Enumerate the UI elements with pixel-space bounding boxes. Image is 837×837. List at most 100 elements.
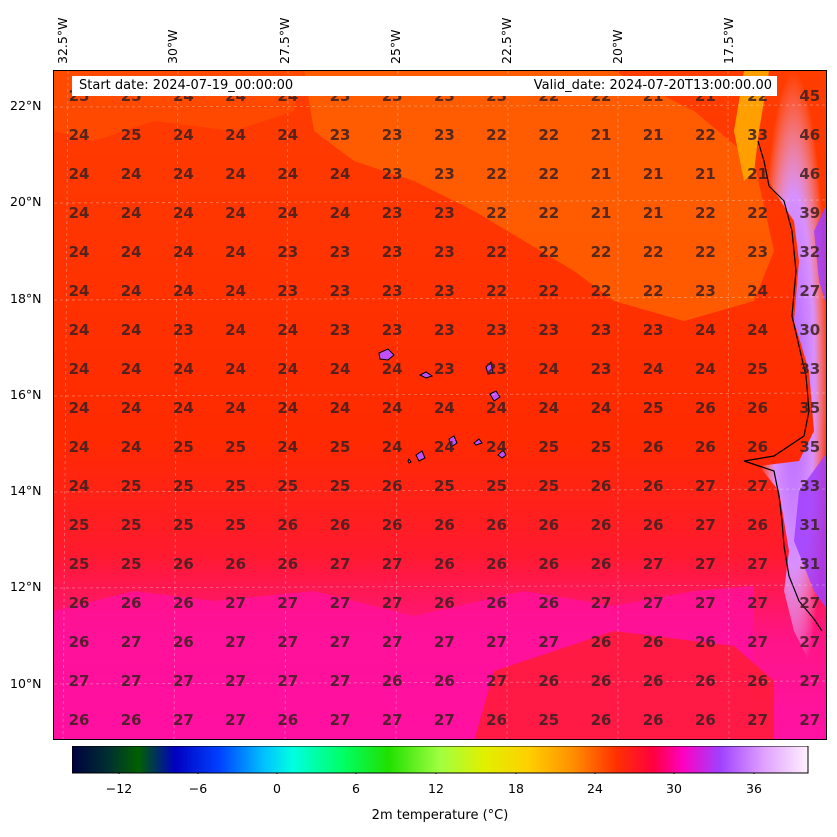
temperature-value: 33 <box>747 126 768 144</box>
temperature-value: 25 <box>121 555 142 573</box>
temperature-value: 25 <box>538 711 559 729</box>
colorbar-title: 2m temperature (°C) <box>371 808 509 823</box>
lon-label: 30°W <box>165 29 180 64</box>
temperature-value: 23 <box>486 360 507 378</box>
temperature-value: 24 <box>225 282 246 300</box>
lat-label: 16°N <box>10 387 42 402</box>
red-patch-south <box>474 631 774 739</box>
temperature-value: 25 <box>225 438 246 456</box>
temperature-value: 26 <box>538 555 559 573</box>
colorbar <box>72 746 809 774</box>
temperature-value: 27 <box>121 633 142 651</box>
colorbar-tick: 36 <box>746 781 762 796</box>
temperature-value: 24 <box>747 321 768 339</box>
temperature-value: 25 <box>121 126 142 144</box>
temperature-value: 27 <box>225 672 246 690</box>
colorbar-tick: 24 <box>587 781 603 796</box>
temperature-value: 27 <box>643 555 664 573</box>
temperature-value: 27 <box>69 672 90 690</box>
temperature-value: 24 <box>69 282 90 300</box>
start-date: Start date: 2024-07-19_00:00:00 <box>79 78 294 93</box>
temperature-value: 24 <box>121 438 142 456</box>
cape-verde-islands <box>378 348 507 464</box>
temperature-value: 27 <box>486 633 507 651</box>
temperature-value: 22 <box>486 243 507 261</box>
temperature-value: 24 <box>225 243 246 261</box>
temperature-value: 26 <box>277 711 298 729</box>
temperature-value: 24 <box>121 282 142 300</box>
temperature-value: 25 <box>747 360 768 378</box>
map-panel: 25 25 24 24 24 23 23 23 23 22 22 21 21 22 45 24 25 24 24 24… <box>53 70 827 740</box>
temperature-value: 26 <box>69 633 90 651</box>
temperature-value: 22 <box>643 243 664 261</box>
temperature-value: 26 <box>538 672 559 690</box>
temperature-value: 23 <box>747 243 768 261</box>
temperature-value: 23 <box>382 321 403 339</box>
temperature-value: 26 <box>747 516 768 534</box>
temperature-value: 26 <box>747 672 768 690</box>
temperature-value: 26 <box>591 516 612 534</box>
temperature-value: 22 <box>486 204 507 222</box>
temperature-value: 22 <box>591 282 612 300</box>
temperature-value: 23 <box>434 165 455 183</box>
temperature-value: 24 <box>225 399 246 417</box>
temperature-value: 27 <box>277 633 298 651</box>
temperature-value: 26 <box>643 633 664 651</box>
temperature-value: 30 <box>799 321 820 339</box>
temperature-value: 26 <box>643 438 664 456</box>
temperature-value: 24 <box>486 399 507 417</box>
temperature-value: 35 <box>799 399 820 417</box>
temperature-value: 21 <box>591 126 612 144</box>
temperature-value: 27 <box>330 555 351 573</box>
temperature-value: 24 <box>382 438 403 456</box>
temperature-value: 24 <box>330 204 351 222</box>
temperature-value: 27 <box>382 555 403 573</box>
temperature-value: 26 <box>173 555 194 573</box>
temperature-value: 26 <box>382 516 403 534</box>
graticule <box>54 71 826 739</box>
temperature-value: 24 <box>69 399 90 417</box>
temperature-value: 24 <box>695 321 716 339</box>
valid-date: Valid_date: 2024-07-20T13:00:00.00 <box>533 78 772 93</box>
temperature-value: 24 <box>695 360 716 378</box>
colorbar-tick: 6 <box>352 781 360 796</box>
colorbar-tick: 0 <box>273 781 281 796</box>
temperature-value: 24 <box>330 165 351 183</box>
temperature-value: 26 <box>330 516 351 534</box>
temperature-value: 27 <box>486 672 507 690</box>
temperature-value: 24 <box>277 165 298 183</box>
temperature-value: 22 <box>486 126 507 144</box>
temperature-value: 25 <box>69 555 90 573</box>
temperature-value: 26 <box>434 672 455 690</box>
temperature-value: 27 <box>277 594 298 612</box>
temperature-value: 22 <box>538 165 559 183</box>
lon-label: 17.5°W <box>721 17 736 64</box>
lat-label: 20°N <box>10 194 42 209</box>
temperature-value: 24 <box>173 282 194 300</box>
temperature-value: 26 <box>277 555 298 573</box>
temperature-value: 25 <box>538 438 559 456</box>
colorbar-tick: 18 <box>508 781 524 796</box>
temperature-value: 22 <box>538 282 559 300</box>
temperature-value: 26 <box>225 555 246 573</box>
lat-label: 10°N <box>10 676 42 691</box>
temperature-value: 26 <box>643 477 664 495</box>
temperature-value: 22 <box>538 243 559 261</box>
temperature-value: 24 <box>69 321 90 339</box>
temperature-value: 27 <box>747 555 768 573</box>
temperature-value: 26 <box>695 399 716 417</box>
temperature-value: 23 <box>591 321 612 339</box>
temperature-value: 22 <box>747 204 768 222</box>
temperature-value: 26 <box>173 594 194 612</box>
temperature-value: 24 <box>434 399 455 417</box>
temperature-value: 24 <box>225 165 246 183</box>
temperature-value: 24 <box>121 204 142 222</box>
temperature-value: 27 <box>382 594 403 612</box>
temperature-value: 31 <box>799 555 820 573</box>
temperature-value: 23 <box>382 165 403 183</box>
temperature-value: 24 <box>69 243 90 261</box>
temperature-value: 24 <box>69 126 90 144</box>
temperature-value: 24 <box>330 399 351 417</box>
lon-label: 32.5°W <box>55 17 70 64</box>
temperature-value: 26 <box>382 672 403 690</box>
